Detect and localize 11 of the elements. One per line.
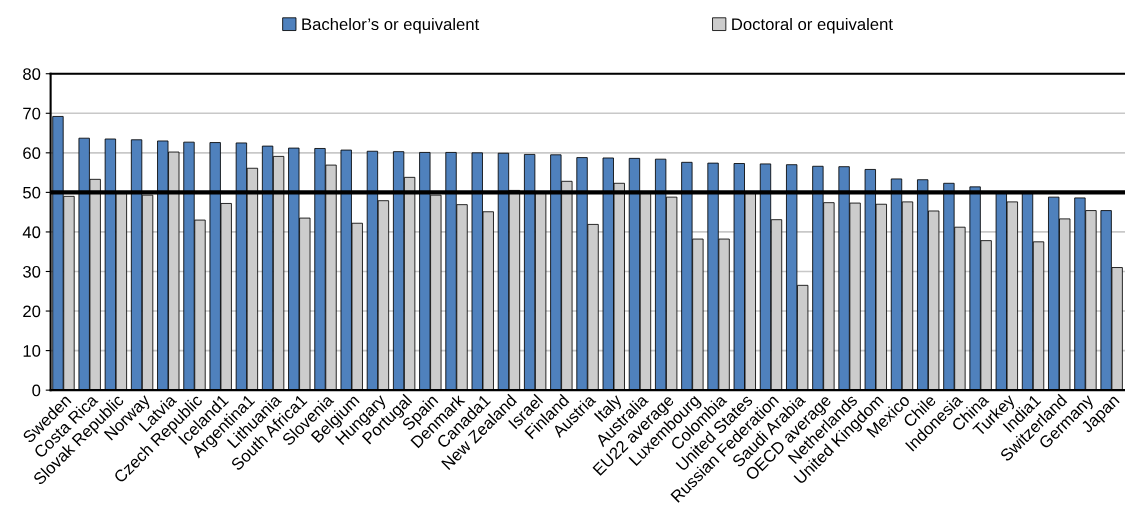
y-tick-label: 40 (22, 226, 41, 239)
y-tick-label: 0 (32, 384, 41, 397)
y-tick-label: 60 (23, 147, 41, 160)
y-tick-label: 50 (23, 186, 41, 199)
y-tick-label: 20 (23, 305, 41, 318)
legend-label: Bachelor’s or equivalent (302, 17, 480, 34)
legend-label: Doctoral or equivalent (732, 17, 893, 34)
y-tick-label: 80 (23, 68, 41, 80)
y-tick-label: 70 (23, 107, 41, 120)
y-tick-label: 10 (23, 344, 41, 357)
y-tick-label: 30 (23, 265, 41, 278)
